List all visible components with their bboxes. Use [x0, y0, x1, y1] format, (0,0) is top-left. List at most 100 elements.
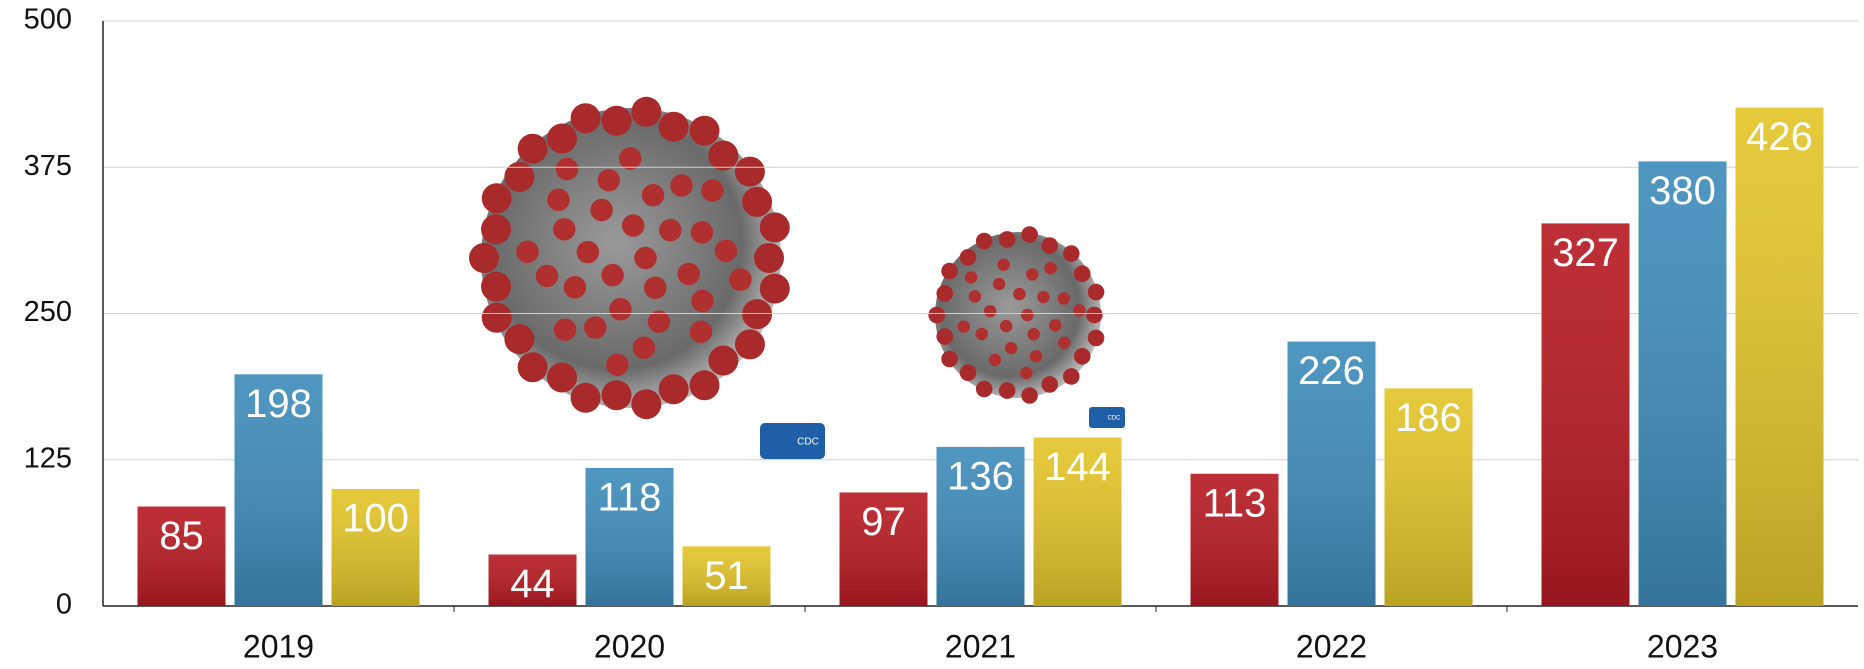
virus-spike: [518, 352, 548, 382]
virus-spike: [1086, 307, 1103, 324]
virus-spike: [1049, 319, 1061, 331]
value-label: 85: [159, 514, 204, 558]
virus-spike: [999, 231, 1016, 248]
value-label: 118: [598, 476, 662, 520]
virus-spike: [1026, 268, 1038, 280]
virus-spike: [701, 179, 724, 202]
virus-spike: [735, 329, 765, 359]
virus-spike: [976, 381, 993, 398]
virus-spike: [659, 219, 682, 242]
virus-spike: [690, 320, 713, 343]
virus-spike: [1020, 367, 1032, 379]
virus-spike: [965, 271, 977, 283]
virus-spike: [670, 174, 693, 197]
y-tick-label: 0: [56, 589, 72, 621]
virus-spike: [690, 116, 720, 146]
virus-spike: [606, 354, 629, 377]
virus-spike: [760, 212, 790, 242]
virus-spike: [984, 305, 996, 317]
logo-text: CDC: [1108, 416, 1122, 422]
cdc-logo: CDC: [1089, 407, 1125, 428]
virus-spike: [504, 162, 534, 192]
virus-spike: [1063, 245, 1080, 262]
virus-spike: [516, 241, 539, 263]
virus-spike: [601, 264, 624, 287]
virus-spike: [553, 218, 576, 241]
y-tick-label: 500: [24, 4, 72, 36]
virus-spike: [941, 351, 958, 368]
virus-spike: [571, 103, 601, 133]
bar-shade: [1736, 108, 1824, 606]
value-label: 226: [1298, 349, 1365, 393]
virus-spike: [633, 337, 656, 360]
virus-spike: [715, 240, 738, 262]
virus-spike: [969, 290, 981, 302]
virus-spike: [1013, 288, 1025, 300]
value-label: 136: [947, 454, 1014, 498]
y-tick-label: 375: [24, 150, 72, 182]
virus-spike: [1030, 350, 1042, 362]
virus-spike: [536, 265, 559, 288]
virus-spike: [634, 247, 657, 270]
virus-spike: [1074, 265, 1091, 282]
virus-spike: [1044, 262, 1056, 274]
virus-illustration: [928, 226, 1104, 404]
virus-spike: [691, 290, 714, 313]
virus-spike: [1005, 342, 1017, 354]
virus-spike: [659, 374, 689, 404]
virus-spike: [735, 157, 765, 187]
virus-spike: [631, 389, 661, 419]
x-tick-label: 2021: [945, 628, 1016, 664]
virus-spike: [1021, 226, 1038, 243]
virus-spike: [1058, 337, 1070, 349]
value-label: 100: [342, 497, 409, 541]
virus-spike: [577, 241, 600, 263]
virus-spike: [1021, 387, 1038, 404]
virus-illustration: [469, 97, 790, 419]
virus-spike: [1027, 328, 1039, 340]
cdc-logo: CDC: [760, 423, 825, 459]
virus-spike: [1073, 304, 1085, 316]
value-label: 198: [245, 382, 312, 426]
virus-spike: [690, 370, 720, 400]
virus-spike: [708, 140, 738, 170]
virus-spike: [976, 233, 993, 250]
virus-spike: [742, 187, 772, 217]
virus-spike: [1037, 291, 1049, 303]
virus-spike: [564, 276, 587, 299]
page: CDC CDC 01252503755002019851981002020441…: [0, 0, 1864, 669]
virus-spike: [602, 380, 632, 410]
bar-shade: [1542, 223, 1630, 606]
virus-spike: [619, 147, 642, 170]
virus-spike: [571, 383, 601, 413]
virus-spike: [1088, 284, 1105, 301]
value-label: 327: [1552, 231, 1619, 275]
virus-spike: [960, 364, 977, 381]
virus-spike: [659, 112, 689, 142]
x-tick-label: 2019: [243, 628, 314, 664]
bar-shade: [1639, 161, 1727, 606]
virus-spike: [997, 259, 1009, 271]
virus-spike: [482, 183, 512, 213]
virus-spike: [482, 303, 512, 333]
value-label: 144: [1044, 445, 1111, 489]
y-tick-label: 125: [24, 442, 72, 474]
virus-spike: [760, 274, 790, 304]
virus-spike: [957, 320, 969, 332]
x-tick-label: 2020: [594, 628, 665, 664]
virus-spike: [754, 243, 784, 273]
virus-spike: [547, 189, 570, 212]
virus-spike: [928, 307, 945, 324]
virus-spike: [691, 221, 714, 244]
virus-spike: [644, 277, 667, 300]
virus-spike: [1088, 330, 1105, 347]
virus-spike: [631, 97, 661, 127]
virus-spike: [976, 328, 988, 340]
virus-spike: [1041, 376, 1058, 393]
virus-spike: [504, 324, 534, 354]
virus-spike: [1021, 309, 1033, 321]
virus-spike: [642, 184, 665, 207]
x-tick-label: 2023: [1647, 628, 1718, 664]
virus-spike: [609, 298, 632, 321]
virus-spike: [1074, 348, 1091, 365]
